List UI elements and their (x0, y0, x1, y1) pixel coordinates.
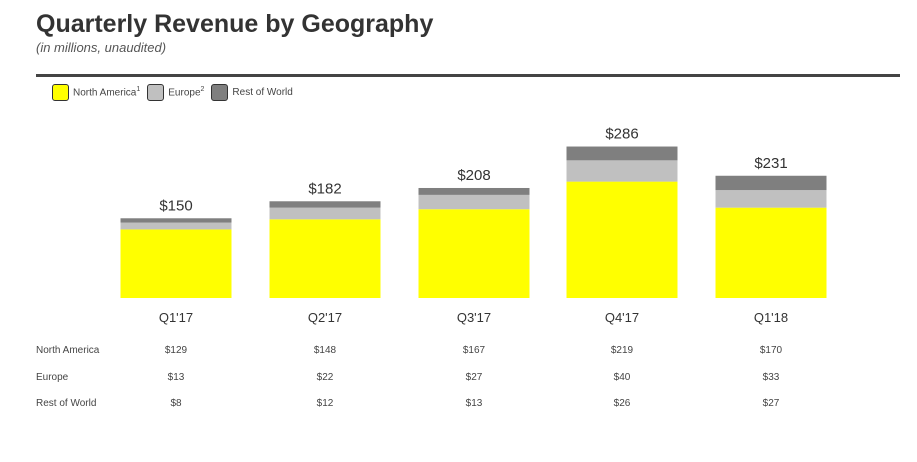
legend-item-europe: Europe2 (147, 84, 204, 101)
table-cell-north-america-q4-17: $219 (610, 345, 634, 356)
table-row-label-north-america: North America (36, 345, 100, 356)
legend-item-rest-of-world: Rest of World (211, 84, 293, 101)
legend-label-europe: Europe2 (168, 86, 205, 99)
category-label-q1-18: Q1'18 (754, 310, 788, 325)
bar-rest-of-world-q4-17 (566, 146, 678, 161)
table-row-label-rest-of-world: Rest of World (36, 398, 97, 409)
legend-label-rest-of-world: Rest of World (232, 87, 293, 98)
bar-europe-q1-17 (120, 222, 232, 230)
page-subtitle: (in millions, unaudited) (36, 40, 167, 55)
legend-swatch-north-america (52, 84, 69, 101)
category-label-q3-17: Q3'17 (457, 310, 491, 325)
total-label-q3-17: $208 (457, 167, 490, 184)
chart-legend: North America1 Europe2 Rest of World (52, 84, 300, 101)
table-cell-rest-of-world-q2-17: $12 (316, 398, 334, 409)
table-cell-rest-of-world-q3-17: $13 (465, 398, 483, 409)
table-cell-europe-q1-17: $13 (167, 372, 185, 383)
table-cell-north-america-q3-17: $167 (462, 345, 486, 356)
table-row-label-europe: Europe (36, 372, 69, 383)
bar-europe-q2-17 (269, 207, 381, 220)
total-label-q4-17: $286 (605, 126, 638, 143)
title-divider (36, 74, 900, 77)
bar-north-america-q1-17 (120, 229, 232, 298)
bar-europe-q3-17 (418, 194, 530, 210)
bar-north-america-q4-17 (566, 181, 678, 298)
legend-label-north-america: North America1 (73, 86, 141, 99)
page-title: Quarterly Revenue by Geography (36, 10, 434, 38)
bar-rest-of-world-q2-17 (269, 201, 381, 208)
bar-north-america-q2-17 (269, 219, 381, 298)
bar-rest-of-world-q1-18 (715, 175, 827, 191)
legend-swatch-rest-of-world (211, 84, 229, 101)
bar-rest-of-world-q3-17 (418, 187, 530, 195)
table-cell-europe-q4-17: $40 (613, 372, 631, 383)
table-cell-rest-of-world-q1-17: $8 (170, 398, 182, 409)
bar-rest-of-world-q1-17 (120, 218, 232, 223)
table-cell-europe-q2-17: $22 (316, 372, 334, 383)
category-label-q4-17: Q4'17 (605, 310, 639, 325)
total-label-q2-17: $182 (308, 180, 341, 197)
table-cell-europe-q3-17: $27 (465, 372, 483, 383)
table-cell-north-america-q2-17: $148 (313, 345, 337, 356)
table-cell-rest-of-world-q4-17: $26 (613, 398, 631, 409)
bar-north-america-q1-18 (715, 207, 827, 298)
category-label-q1-17: Q1'17 (159, 310, 193, 325)
table-cell-europe-q1-18: $33 (762, 372, 780, 383)
table-cell-north-america-q1-18: $170 (759, 345, 783, 356)
legend-item-north-america: North America1 (52, 84, 140, 101)
total-label-q1-17: $150 (159, 197, 192, 214)
table-cell-north-america-q1-17: $129 (164, 345, 188, 356)
category-label-q2-17: Q2'17 (308, 310, 342, 325)
bar-europe-q4-17 (566, 160, 678, 182)
bar-europe-q1-18 (715, 190, 827, 208)
legend-swatch-europe (147, 84, 165, 101)
table-cell-rest-of-world-q1-18: $27 (762, 398, 780, 409)
bar-north-america-q3-17 (418, 209, 530, 298)
total-label-q1-18: $231 (754, 155, 787, 172)
